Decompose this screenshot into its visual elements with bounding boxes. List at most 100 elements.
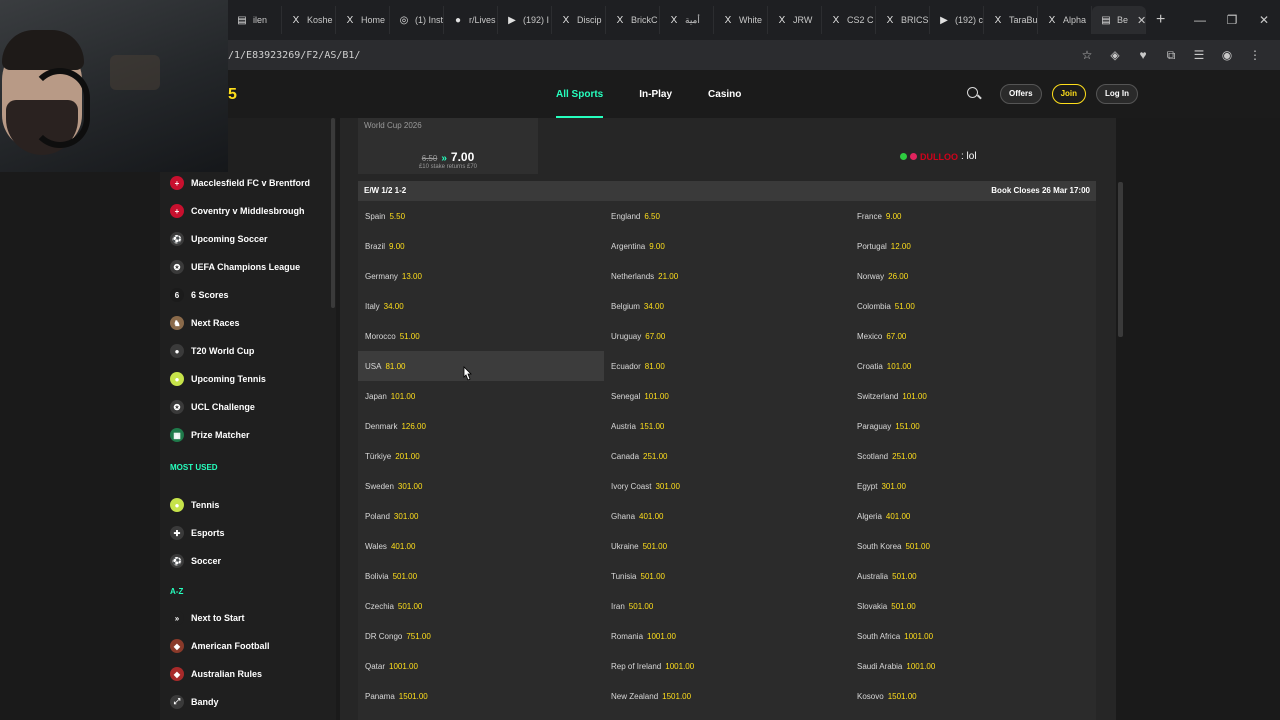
selection-cell[interactable]: Ghana 401.00 [604, 501, 850, 531]
selection-odds[interactable]: 9.00 [389, 241, 405, 251]
selection-cell[interactable]: Austria 151.00 [604, 411, 850, 441]
nav-in-play[interactable]: In-Play [639, 89, 673, 100]
selection-cell[interactable]: Ecuador 81.00 [604, 351, 850, 381]
selection-odds[interactable]: 1501.00 [398, 691, 428, 701]
selection-odds[interactable]: 12.00 [890, 241, 911, 251]
selection-odds[interactable]: 101.00 [390, 391, 416, 401]
tab-close-icon[interactable]: ✕ [1137, 14, 1146, 27]
selection-odds[interactable]: 501.00 [891, 601, 916, 611]
selection-odds[interactable]: 751.00 [406, 631, 431, 641]
browser-tab[interactable]: X أمية [660, 6, 714, 34]
sidebar-item[interactable]: ⤢ Bandy [170, 692, 219, 712]
selection-odds[interactable]: 501.00 [628, 601, 654, 611]
selection-cell[interactable]: England 6.50 [604, 201, 850, 231]
selection-odds[interactable]: 51.00 [894, 301, 915, 311]
selection-odds[interactable]: 401.00 [639, 511, 664, 521]
selection-cell[interactable]: Scotland 251.00 [850, 441, 1096, 471]
selection-odds[interactable]: 501.00 [392, 571, 418, 581]
selection-odds[interactable]: 501.00 [905, 541, 930, 551]
join-button[interactable]: Join [1051, 84, 1087, 104]
sidebar-item[interactable]: ✚ Esports [170, 523, 225, 543]
minimize-icon[interactable]: — [1194, 13, 1206, 27]
selection-odds[interactable]: 401.00 [885, 511, 911, 521]
selection-cell[interactable]: Czechia 501.00 [358, 591, 604, 621]
browser-tab[interactable]: ◎ (1) Inst [390, 6, 444, 34]
selection-odds[interactable]: 501.00 [642, 541, 668, 551]
selection-cell[interactable]: Morocco 51.00 [358, 321, 604, 351]
selection-cell[interactable]: South Korea 501.00 [850, 531, 1096, 561]
selection-odds[interactable]: 301.00 [393, 511, 419, 521]
restore-icon[interactable]: ❐ [1226, 13, 1238, 27]
browser-tab[interactable]: ▤ ilen [228, 6, 282, 34]
selection-odds[interactable]: 81.00 [644, 361, 665, 371]
selection-cell[interactable]: Croatia 101.00 [850, 351, 1096, 381]
selection-odds[interactable]: 13.00 [401, 271, 422, 281]
selection-cell[interactable]: Ukraine 501.00 [604, 531, 850, 561]
reading-list-icon[interactable]: ☰ [1193, 48, 1205, 62]
selection-odds[interactable]: 1001.00 [389, 661, 418, 671]
browser-tab[interactable]: X BRICS [876, 6, 930, 34]
browser-tab[interactable]: ▶ (192) c [930, 6, 984, 34]
selection-cell[interactable]: New Zealand 1501.00 [604, 681, 850, 711]
selection-cell[interactable]: Belgium 34.00 [604, 291, 850, 321]
selection-cell[interactable]: Switzerland 101.00 [850, 381, 1096, 411]
selection-cell[interactable]: Japan 101.00 [358, 381, 604, 411]
selection-odds[interactable]: 1501.00 [662, 691, 692, 701]
selection-cell[interactable]: South Africa 1001.00 [850, 621, 1096, 651]
sidebar-item[interactable]: ◆ American Football [170, 636, 270, 656]
selection-odds[interactable]: 201.00 [395, 451, 420, 461]
close-window-icon[interactable]: ✕ [1258, 13, 1270, 27]
selection-cell[interactable]: Mexico 67.00 [850, 321, 1096, 351]
selection-cell[interactable]: Spain 5.50 [358, 201, 604, 231]
selection-cell[interactable]: Slovakia 501.00 [850, 591, 1096, 621]
selection-odds[interactable]: 1001.00 [906, 661, 936, 671]
nav-all-sports[interactable]: All Sports [556, 70, 604, 118]
url-field[interactable]: /1/E83923269/F2/AS/B1/ [228, 49, 361, 61]
sidebar-item[interactable]: ⚽ Upcoming Soccer [170, 229, 268, 249]
sidebar-scrollbar[interactable] [331, 118, 335, 308]
profile-avatar-icon[interactable]: ◉ [1221, 48, 1233, 62]
selection-cell[interactable]: Sweden 301.00 [358, 471, 604, 501]
selection-odds[interactable]: 9.00 [649, 241, 665, 251]
browser-tab[interactable]: X Discip [552, 6, 606, 34]
selection-odds[interactable]: 67.00 [645, 331, 666, 341]
selection-odds[interactable]: 101.00 [886, 361, 912, 371]
selection-cell[interactable]: Ivory Coast 301.00 [604, 471, 850, 501]
selection-cell[interactable]: Qatar 1001.00 [358, 651, 604, 681]
main-scrollbar[interactable] [1118, 182, 1123, 337]
selection-cell[interactable]: Paraguay 151.00 [850, 411, 1096, 441]
selection-odds[interactable]: 501.00 [397, 601, 423, 611]
login-button[interactable]: Log In [1096, 84, 1139, 104]
browser-tab[interactable]: X JRW [768, 6, 822, 34]
selection-cell[interactable]: Argentina 9.00 [604, 231, 850, 261]
browser-tab[interactable]: ▶ (192) I [498, 6, 552, 34]
selection-cell[interactable]: Saudi Arabia 1001.00 [850, 651, 1096, 681]
selection-odds[interactable]: 26.00 [888, 271, 909, 281]
selection-cell[interactable]: Canada 251.00 [604, 441, 850, 471]
browser-tab[interactable]: X TaraBu [984, 6, 1038, 34]
selection-odds[interactable]: 1501.00 [887, 691, 917, 701]
selection-cell[interactable]: Australia 501.00 [850, 561, 1096, 591]
selection-cell[interactable]: France 9.00 [850, 201, 1096, 231]
kebab-menu-icon[interactable]: ⋮ [1249, 48, 1261, 62]
sidebar-item[interactable]: ▦ Prize Matcher [170, 425, 250, 445]
selection-odds[interactable]: 21.00 [658, 271, 679, 281]
selection-odds[interactable]: 501.00 [892, 571, 917, 581]
selection-odds[interactable]: 51.00 [399, 331, 420, 341]
selection-cell[interactable]: Senegal 101.00 [604, 381, 850, 411]
selection-odds[interactable]: 301.00 [397, 481, 423, 491]
selection-cell[interactable]: Türkiye 201.00 [358, 441, 604, 471]
selection-cell[interactable]: Norway 26.00 [850, 261, 1096, 291]
selection-cell[interactable]: Italy 34.00 [358, 291, 604, 321]
selection-odds[interactable]: 401.00 [390, 541, 416, 551]
selection-cell[interactable]: Poland 301.00 [358, 501, 604, 531]
selection-cell[interactable]: Rep of Ireland 1001.00 [604, 651, 850, 681]
sidebar-item[interactable]: ♞ Next Races [170, 313, 240, 333]
selection-cell[interactable]: Uruguay 67.00 [604, 321, 850, 351]
offers-button[interactable]: Offers [1000, 84, 1042, 104]
selection-cell[interactable]: Bolivia 501.00 [358, 561, 604, 591]
sidebar-item[interactable]: ● T20 World Cup [170, 341, 254, 361]
selection-odds[interactable]: 301.00 [881, 481, 906, 491]
selection-odds[interactable]: 9.00 [885, 211, 902, 221]
selection-cell[interactable]: Tunisia 501.00 [604, 561, 850, 591]
